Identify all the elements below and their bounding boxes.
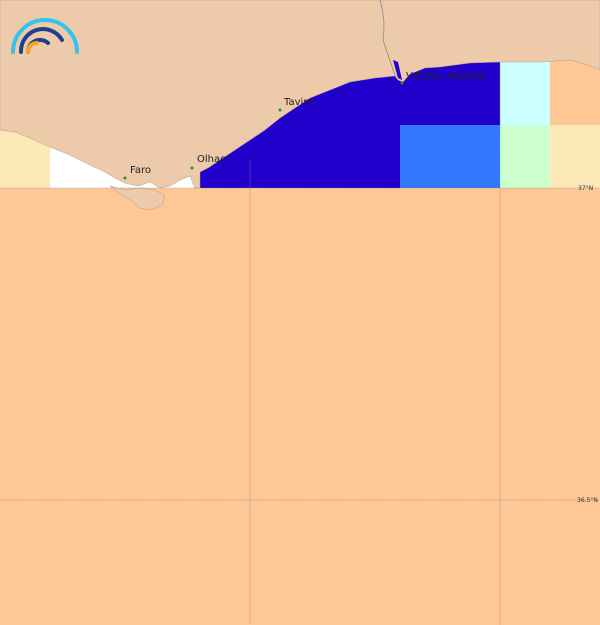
- cell-offshore: [0, 188, 600, 625]
- town-label-olhao: Olhao: [197, 154, 226, 165]
- lat-label-36-5: 36.5°N: [577, 497, 598, 504]
- river-guadiana: [379, 0, 397, 79]
- town-marker-faro[interactable]: [123, 176, 127, 180]
- town-label-tavira: Tavira: [283, 97, 314, 108]
- cell: [550, 125, 600, 188]
- lagoon-islands: [109, 185, 166, 211]
- cell: [500, 125, 550, 188]
- town-label-vrsa: V.R.Sto. Antonio: [406, 71, 486, 82]
- town-marker-tavira[interactable]: [278, 108, 282, 112]
- town-label-faro: Faro: [130, 165, 151, 176]
- cell: [550, 60, 600, 125]
- estuary: [393, 60, 402, 80]
- town-marker-vrsa[interactable]: [400, 81, 404, 85]
- cell: [400, 125, 500, 188]
- lat-label-37: 37°N: [578, 185, 593, 192]
- land: [0, 0, 600, 189]
- cell: [500, 60, 550, 125]
- arc-logo-icon: [11, 18, 79, 54]
- town-marker-olhao[interactable]: [190, 166, 194, 170]
